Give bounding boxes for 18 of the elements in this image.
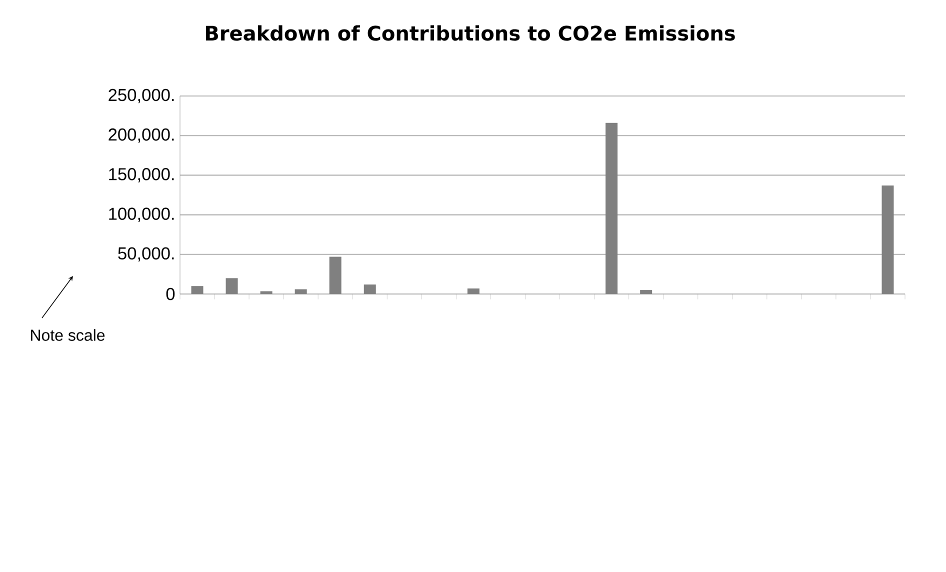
bar bbox=[364, 284, 376, 294]
bar bbox=[191, 286, 204, 294]
y-tick-label: 0 bbox=[166, 288, 175, 300]
y-tick-label: 150,000. bbox=[109, 168, 174, 182]
bar bbox=[882, 185, 894, 294]
text: Note scale bbox=[31, 329, 105, 341]
bar bbox=[294, 289, 307, 294]
bar bbox=[329, 256, 342, 294]
y-tick-label: 250,000. bbox=[108, 88, 174, 104]
y-tick-label: 50,000. bbox=[118, 247, 174, 262]
y-tick-label: 200,000. bbox=[108, 128, 174, 143]
bar bbox=[640, 290, 652, 294]
bar bbox=[260, 291, 272, 294]
y-tick-label: 100,000. bbox=[109, 208, 174, 222]
bar bbox=[226, 278, 238, 294]
bar bbox=[606, 122, 618, 294]
chart-title: Breakdown of Contributions to CO2e Emissions bbox=[206, 25, 735, 41]
bar bbox=[467, 288, 480, 294]
